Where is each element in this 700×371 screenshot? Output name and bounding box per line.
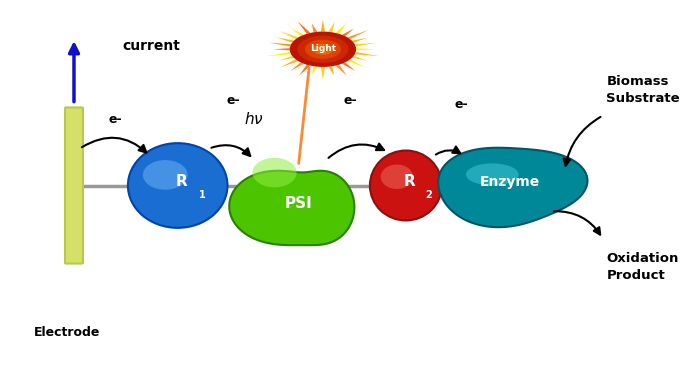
Polygon shape (253, 158, 297, 187)
Polygon shape (298, 22, 310, 34)
Polygon shape (276, 37, 294, 43)
Polygon shape (466, 163, 519, 186)
Polygon shape (335, 23, 347, 34)
Polygon shape (279, 59, 298, 68)
Circle shape (305, 40, 341, 59)
Polygon shape (347, 30, 368, 39)
Polygon shape (335, 65, 347, 76)
Text: e-: e- (454, 98, 468, 111)
Polygon shape (355, 52, 379, 56)
Polygon shape (279, 31, 298, 39)
Circle shape (298, 36, 349, 63)
Polygon shape (328, 66, 334, 75)
Polygon shape (312, 66, 318, 75)
Text: PSI: PSI (285, 196, 313, 211)
Ellipse shape (128, 143, 228, 228)
FancyBboxPatch shape (65, 108, 83, 263)
Text: Oxidation
Product: Oxidation Product (606, 252, 679, 282)
Text: Electrode: Electrode (34, 326, 100, 339)
Ellipse shape (381, 164, 413, 189)
Polygon shape (342, 29, 354, 36)
Text: 1: 1 (199, 190, 205, 200)
Circle shape (312, 44, 333, 55)
Text: R: R (175, 174, 187, 189)
Polygon shape (321, 67, 325, 80)
Ellipse shape (370, 151, 442, 220)
Polygon shape (347, 59, 366, 68)
Polygon shape (299, 65, 310, 76)
Polygon shape (321, 20, 325, 32)
Text: current: current (122, 39, 181, 53)
Polygon shape (328, 22, 335, 32)
Circle shape (290, 32, 356, 67)
Polygon shape (342, 62, 356, 71)
Text: Enzyme: Enzyme (480, 175, 540, 189)
Text: $h\nu$: $h\nu$ (244, 111, 264, 127)
Polygon shape (269, 43, 291, 46)
Polygon shape (290, 62, 304, 71)
Text: e-: e- (344, 94, 358, 107)
Text: e-: e- (226, 94, 240, 107)
Polygon shape (292, 29, 304, 36)
Polygon shape (273, 48, 290, 50)
Polygon shape (266, 52, 291, 56)
Text: e-: e- (108, 113, 122, 126)
Text: Light: Light (310, 44, 336, 53)
Ellipse shape (143, 160, 188, 190)
Polygon shape (229, 171, 354, 245)
Polygon shape (312, 23, 318, 32)
Polygon shape (352, 38, 368, 43)
Polygon shape (355, 43, 377, 46)
Polygon shape (438, 148, 587, 227)
Text: R: R (403, 174, 415, 189)
Polygon shape (440, 161, 490, 210)
Polygon shape (278, 56, 294, 61)
Text: Biomass
Substrate: Biomass Substrate (606, 75, 680, 105)
Polygon shape (356, 48, 375, 50)
Polygon shape (352, 56, 368, 61)
Text: 2: 2 (426, 190, 432, 200)
